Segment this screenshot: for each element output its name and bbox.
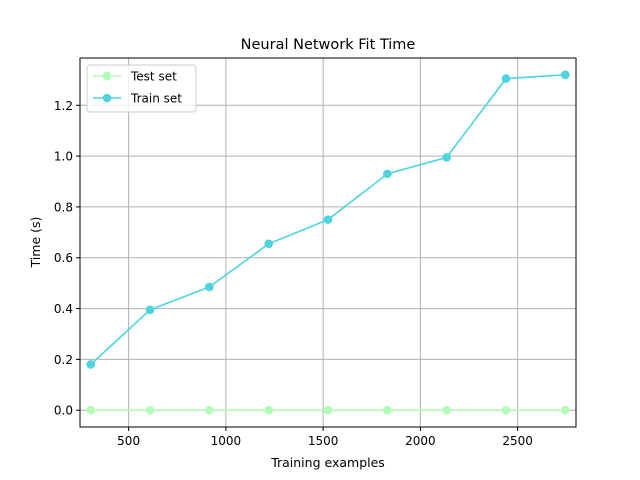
legend-marker xyxy=(102,93,112,103)
series-train-set xyxy=(86,70,570,369)
data-point-train-set xyxy=(442,153,451,162)
grid-lines xyxy=(80,58,576,427)
y-tick-label: 0.4 xyxy=(54,302,73,316)
legend-label: Train set xyxy=(130,92,182,106)
data-point-train-set xyxy=(145,305,155,315)
data-point-test-set xyxy=(383,405,392,415)
y-axis-label: Time (s) xyxy=(28,217,43,269)
data-point-train-set xyxy=(501,74,511,83)
legend-entry: Test set xyxy=(93,70,177,84)
x-tick-label: 2000 xyxy=(405,434,436,448)
legend-entry: Train set xyxy=(93,92,182,106)
series-test-set xyxy=(86,405,570,415)
data-point-train-set xyxy=(205,282,214,292)
legend-marker xyxy=(102,71,112,81)
y-tick-label: 0.0 xyxy=(54,404,73,418)
x-tick-label: 500 xyxy=(117,434,140,448)
y-tick-label: 1.2 xyxy=(54,99,73,113)
data-point-train-set xyxy=(323,215,333,224)
data-point-test-set xyxy=(501,405,511,415)
x-axis-label: Training examples xyxy=(270,455,385,470)
legend: Test set Train set xyxy=(86,64,197,113)
data-point-train-set xyxy=(86,360,95,369)
data-point-test-set xyxy=(264,405,273,415)
data-point-test-set xyxy=(86,405,95,415)
plot-frame xyxy=(79,57,577,428)
data-point-test-set xyxy=(205,405,214,415)
x-tick-label: 1500 xyxy=(308,434,339,448)
y-tick-label: 1.0 xyxy=(54,150,73,164)
data-point-test-set xyxy=(561,405,570,415)
x-axis-ticks: 500 1000 1500 2000 2500 xyxy=(117,427,533,448)
legend-label: Test set xyxy=(130,70,177,84)
data-point-test-set xyxy=(442,405,451,415)
y-tick-label: 0.6 xyxy=(54,251,73,265)
series-layer xyxy=(86,70,570,415)
chart-title: Neural Network Fit Time xyxy=(241,37,416,53)
data-point-train-set xyxy=(561,70,570,80)
data-point-test-set xyxy=(323,405,333,415)
y-tick-label: 0.8 xyxy=(54,200,73,214)
y-tick-label: 0.2 xyxy=(54,353,73,367)
x-tick-label: 2500 xyxy=(502,434,533,448)
data-point-train-set xyxy=(383,169,392,179)
x-tick-label: 1000 xyxy=(211,434,242,448)
y-axis-ticks: 0.0 0.2 0.4 0.6 0.8 1.0 1.2 xyxy=(54,99,80,418)
data-point-train-set xyxy=(264,239,273,249)
data-point-test-set xyxy=(145,405,155,415)
